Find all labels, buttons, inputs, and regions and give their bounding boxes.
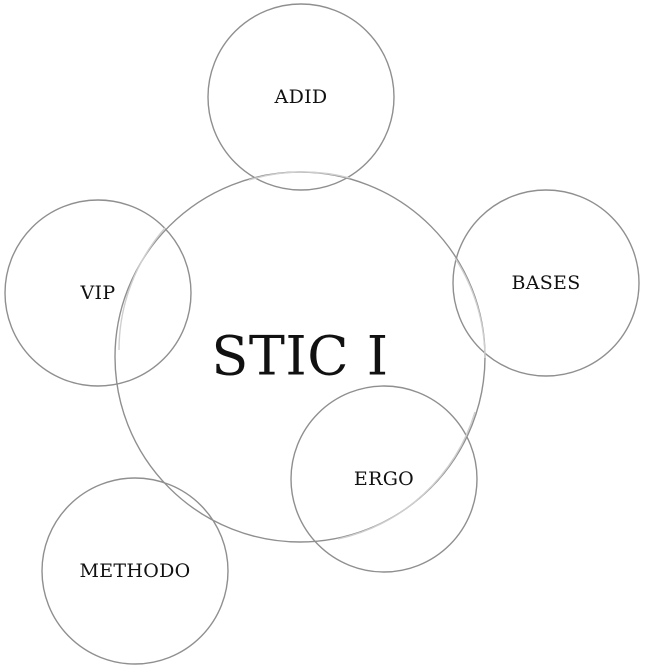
circle-vip xyxy=(4,199,192,387)
satellite-label-methodo: METHODO xyxy=(79,560,190,582)
satellite-label-ergo: ERGO xyxy=(354,468,414,490)
overlap-arc-adid xyxy=(248,171,351,181)
circle-adid xyxy=(207,3,395,191)
satellite-label-adid: ADID xyxy=(274,86,328,108)
center-label: STIC I xyxy=(211,325,388,388)
satellite-label-vip: VIP xyxy=(80,282,116,304)
satellite-label-bases: BASES xyxy=(511,272,580,294)
overlap-arc-ergo xyxy=(337,411,476,540)
circle-methodo xyxy=(41,477,229,665)
circle-ergo xyxy=(290,385,478,573)
overlap-highlights xyxy=(118,171,486,540)
overlap-arc-vip xyxy=(118,227,166,351)
overlap-arc-bases xyxy=(454,257,486,359)
circle-bases xyxy=(452,189,640,377)
